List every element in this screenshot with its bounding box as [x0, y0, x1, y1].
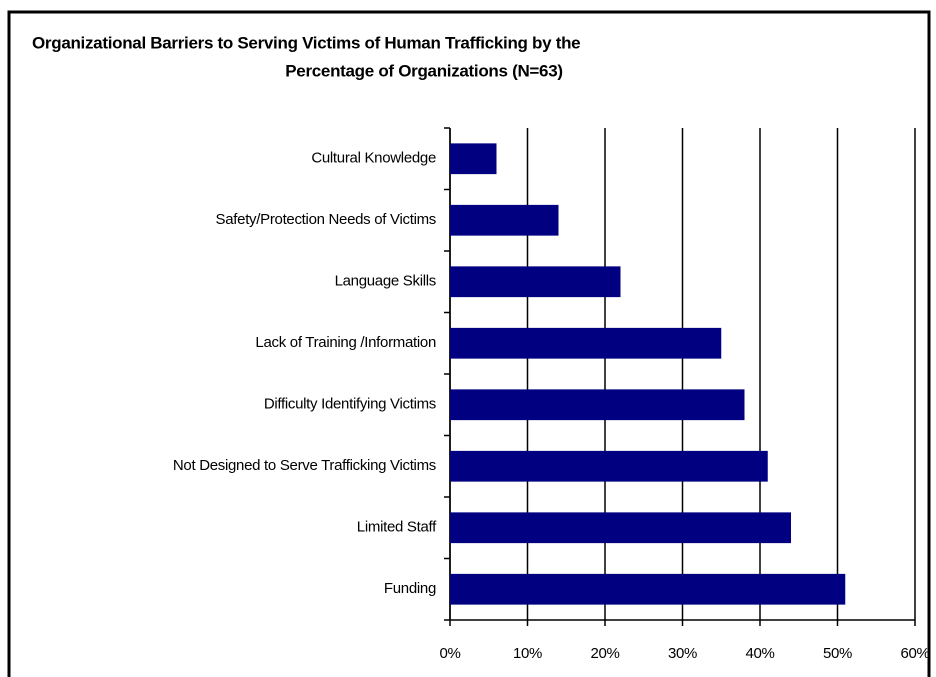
- x-tick-label: 10%: [513, 645, 542, 662]
- x-tick-label: 40%: [745, 645, 774, 662]
- y-tick-label: Language Skills: [335, 273, 436, 290]
- y-tick-label: Cultural Knowledge: [311, 150, 436, 167]
- bar: [450, 266, 621, 298]
- y-tick-label: Safety/Protection Needs of Victims: [216, 211, 436, 228]
- x-tick-label: 20%: [590, 645, 619, 662]
- y-tick-label: Difficulty Identifying Victims: [264, 396, 436, 413]
- y-tick-label: Lack of Training /Information: [255, 334, 436, 351]
- bar: [450, 512, 791, 544]
- x-tick-label: 0%: [439, 645, 460, 662]
- y-tick-label: Limited Staff: [357, 519, 437, 536]
- chart-title: Organizational Barriers to Serving Victi…: [32, 33, 580, 52]
- y-tick-label: Not Designed to Serve Trafficking Victim…: [173, 457, 436, 474]
- bar: [450, 143, 497, 175]
- frame: [7, 10, 931, 677]
- bar: [450, 327, 722, 359]
- bar: [450, 204, 559, 236]
- chart-title: Percentage of Organizations (N=63): [285, 61, 562, 80]
- x-tick-label: 50%: [823, 645, 852, 662]
- x-tick-label: 60%: [900, 645, 929, 662]
- bar: [450, 389, 745, 421]
- y-tick-label: Funding: [384, 580, 436, 597]
- bar: [450, 450, 768, 482]
- bar: [450, 573, 846, 605]
- x-tick-label: 30%: [668, 645, 697, 662]
